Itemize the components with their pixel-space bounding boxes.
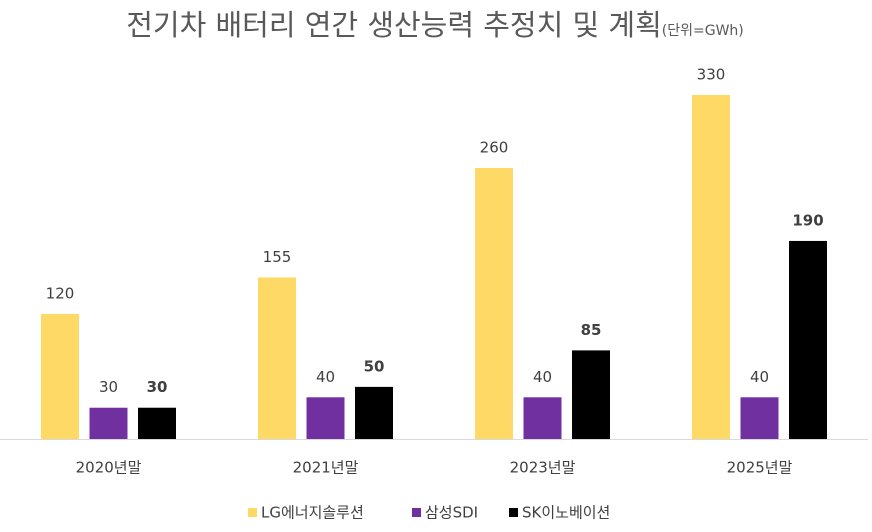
x-tick-label: 2021년말 (293, 459, 359, 477)
bar (89, 407, 128, 439)
value-label: 40 (533, 368, 552, 386)
bar (740, 397, 779, 439)
value-label: 330 (697, 66, 726, 84)
value-label: 40 (316, 368, 335, 386)
value-label: 155 (263, 248, 292, 266)
bar (41, 313, 79, 439)
value-label: 50 (364, 357, 385, 375)
legend-label: LG에너지솔루션 (261, 504, 364, 522)
value-label: 40 (750, 368, 769, 386)
value-label: 190 (792, 211, 823, 229)
x-tick-label: 2020년말 (76, 459, 142, 477)
value-label: 260 (480, 138, 509, 156)
bar (306, 397, 345, 439)
x-tick-label: 2023년말 (510, 459, 576, 477)
legend-swatch (412, 508, 421, 517)
bar (138, 407, 176, 439)
legend-swatch (248, 508, 257, 517)
value-label: 30 (147, 378, 168, 396)
legend-label: 삼성SDI (425, 504, 478, 522)
bar (523, 397, 562, 439)
value-label: 30 (99, 378, 118, 396)
bar (572, 350, 610, 439)
bar (355, 386, 393, 439)
legend-swatch (509, 508, 518, 517)
bar (258, 277, 296, 439)
title-text: 전기차 배터리 연간 생산능력 추정치 및 계획 (126, 8, 662, 42)
bar (475, 167, 513, 439)
value-label: 85 (581, 321, 602, 339)
value-label: 120 (46, 284, 75, 302)
legend-label: SK이노베이션 (522, 504, 610, 522)
chart-title: 전기차 배터리 연간 생산능력 추정치 및 계획(단위=GWh) (126, 8, 744, 42)
bar (692, 95, 730, 439)
bar (789, 240, 827, 439)
x-tick-label: 2025년말 (727, 459, 793, 477)
subtitle: (단위=GWh) (662, 23, 744, 39)
